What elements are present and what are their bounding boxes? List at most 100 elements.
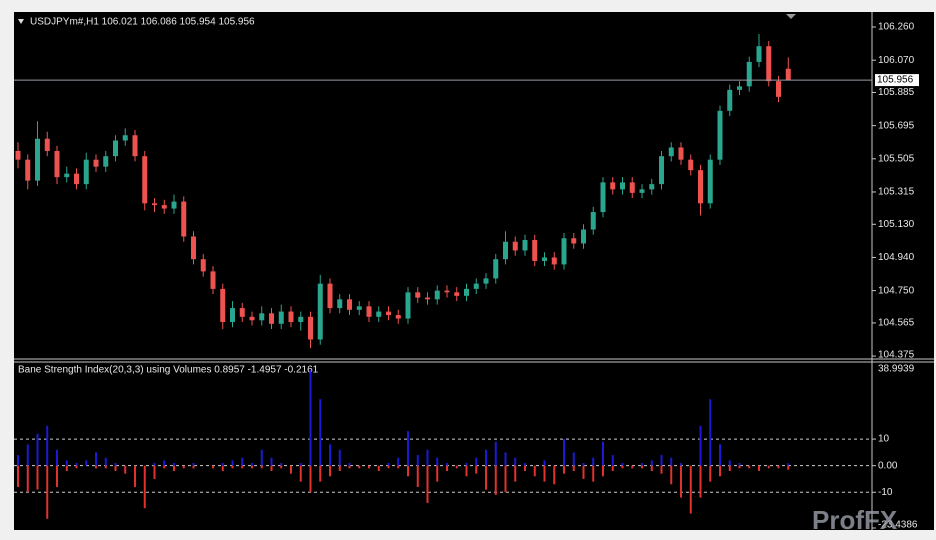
histogram-bar: [426, 465, 429, 503]
candle-body: [259, 313, 265, 321]
histogram-bar: [26, 465, 29, 493]
candle-body: [54, 150, 60, 178]
histogram-bar: [475, 465, 478, 474]
candle-body: [93, 159, 99, 167]
histogram-bar: [329, 444, 331, 466]
y-tick-label: 10: [878, 434, 890, 445]
candle-body: [152, 203, 157, 206]
histogram-bar: [611, 455, 614, 466]
histogram-bar: [621, 465, 624, 469]
histogram-bar: [719, 465, 721, 477]
histogram-bar: [26, 444, 29, 466]
histogram-bar: [592, 465, 595, 482]
histogram-bar: [270, 457, 273, 466]
histogram-bar: [748, 465, 751, 469]
histogram-bar: [387, 463, 390, 466]
histogram-bar: [124, 465, 127, 474]
histogram-bar: [46, 465, 49, 519]
histogram-bar: [485, 449, 487, 466]
candle-body: [142, 156, 148, 204]
candle-body: [746, 61, 752, 87]
chart-title: USDJPYm#,H1 106.021 106.086 105.954 105.…: [30, 17, 255, 28]
histogram-bar: [36, 433, 39, 466]
chart-background: [14, 12, 934, 530]
histogram-bar: [650, 460, 653, 466]
histogram-bar: [533, 465, 536, 477]
histogram-bar: [407, 431, 409, 466]
histogram-bar: [358, 465, 361, 469]
histogram-bar: [465, 463, 468, 466]
histogram-bar: [387, 465, 390, 469]
y-tick-label: -23.4386: [878, 520, 918, 531]
candle-body: [620, 182, 625, 190]
candle-body: [561, 238, 567, 265]
candle-body: [727, 89, 733, 111]
candle-body: [532, 239, 538, 261]
candle-body: [74, 173, 79, 185]
histogram-bar: [767, 465, 770, 469]
watermark: ProfFX: [812, 505, 898, 535]
histogram-bar: [641, 463, 643, 466]
histogram-bar: [416, 465, 419, 487]
candle-body: [688, 159, 694, 171]
candle-body: [376, 311, 382, 317]
histogram-bar: [728, 465, 731, 471]
histogram-bar: [212, 465, 214, 469]
histogram-bar: [221, 463, 224, 466]
histogram-bar: [524, 463, 526, 466]
candle-body: [698, 170, 703, 204]
histogram-bar: [251, 463, 253, 466]
y-tick-label: 105.130: [878, 219, 915, 230]
candle-body: [785, 68, 791, 81]
histogram-bar: [241, 465, 244, 469]
histogram-bar: [114, 463, 117, 466]
candle-body: [288, 311, 294, 323]
histogram-bar: [611, 465, 614, 471]
candle-body: [483, 278, 489, 284]
histogram-bar: [17, 465, 19, 487]
histogram-bar: [475, 457, 478, 466]
histogram-bar: [504, 452, 507, 466]
candle-body: [590, 212, 596, 230]
candle-body: [25, 159, 31, 181]
y-tick-label: 105.315: [878, 187, 915, 198]
collapse-icon[interactable]: [18, 19, 24, 24]
histogram-bar: [104, 457, 107, 466]
histogram-bar: [494, 441, 497, 466]
candle-body: [191, 236, 196, 260]
histogram-bar: [75, 465, 78, 469]
histogram-bar: [260, 465, 263, 469]
histogram-bar: [709, 399, 712, 466]
candle-body: [308, 316, 313, 340]
histogram-bar: [231, 460, 234, 466]
histogram-bar: [446, 463, 448, 466]
histogram-bar: [631, 465, 634, 469]
histogram-bar: [36, 465, 39, 490]
y-tick-label: 104.375: [878, 350, 915, 361]
candle-body: [298, 316, 304, 323]
histogram-bar: [348, 465, 351, 469]
histogram-bar: [553, 465, 556, 485]
histogram-bar: [563, 439, 565, 466]
histogram-bar: [670, 457, 673, 466]
histogram-bar: [75, 463, 78, 466]
candle-body: [356, 306, 362, 310]
candle-body: [386, 311, 391, 316]
histogram-bar: [689, 465, 692, 514]
candle-body: [327, 283, 333, 309]
candle-body: [161, 205, 167, 209]
current-price-box: [875, 74, 919, 87]
candle-body: [171, 201, 177, 209]
histogram-bar: [251, 465, 253, 469]
candle-body: [44, 138, 50, 151]
histogram-bar: [192, 463, 195, 466]
histogram-bar: [192, 465, 195, 469]
candle-body: [522, 239, 528, 251]
candle-body: [15, 150, 21, 160]
candle-body: [756, 46, 762, 62]
histogram-bar: [182, 465, 185, 469]
candle-body: [269, 313, 274, 324]
candle-body: [678, 147, 684, 160]
y-tick-label: 0.00: [878, 460, 898, 471]
